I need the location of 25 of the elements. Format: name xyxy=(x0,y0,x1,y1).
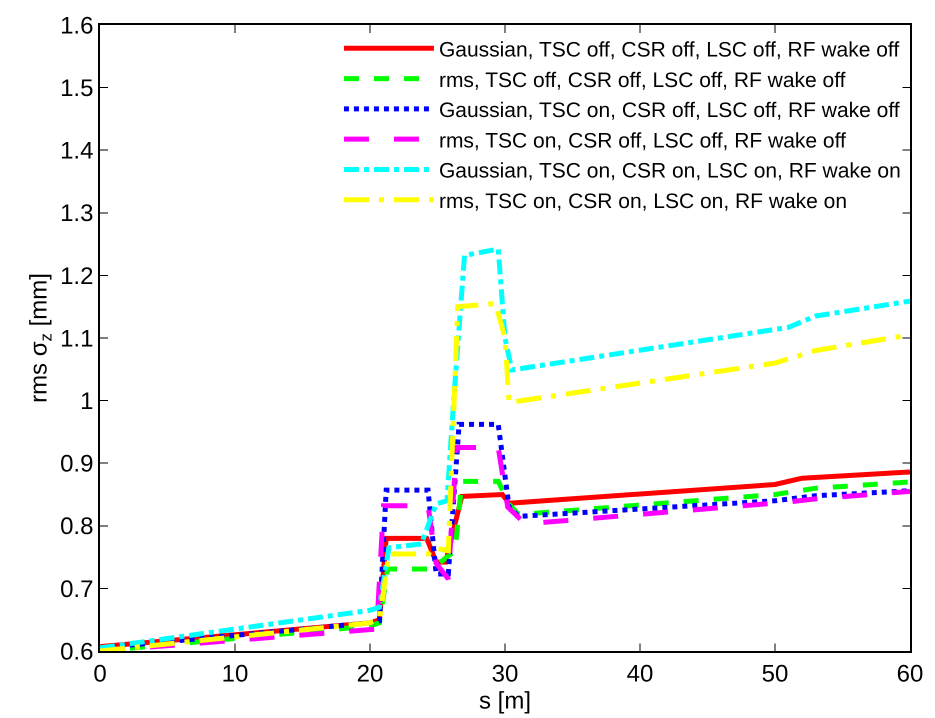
y-tick-label: 1.1 xyxy=(60,325,94,352)
legend-label: Gaussian, TSC on, CSR on, LSC on, RF wake on xyxy=(438,160,901,183)
y-tick-label: 0.7 xyxy=(60,576,94,603)
y-tick-label: 1.6 xyxy=(60,12,94,40)
x-tick-label: 10 xyxy=(222,660,248,688)
x-tick-label: 40 xyxy=(626,660,654,688)
y-tick-label: 0.9 xyxy=(60,450,94,478)
legend-label: rms, TSC off, CSR off, LSC off, RF wake off xyxy=(438,68,846,92)
legend-label: Gaussian, TSC on, CSR off, LSC off, RF wake off xyxy=(438,99,900,122)
y-tick-label: 1.2 xyxy=(60,262,94,290)
x-tick-label: 50 xyxy=(762,660,788,688)
x-tick-label: 0 xyxy=(93,660,107,688)
legend-label: Gaussian, TSC off, CSR off, LSC off, RF wake off xyxy=(438,38,900,62)
x-tick-label: 30 xyxy=(492,660,518,688)
legend-label: rms, TSC on, CSR on, LSC on, RF wake on xyxy=(438,190,848,213)
y-tick-label: 1.4 xyxy=(60,138,94,165)
y-tick-label: 1.5 xyxy=(60,75,94,102)
x-tick-label: 60 xyxy=(896,660,924,688)
x-axis-title: s [m] xyxy=(479,688,531,715)
y-tick-label: 0.8 xyxy=(60,513,94,540)
y-tick-label: 1.3 xyxy=(60,200,94,228)
legend-label: rms, TSC on, CSR off, LSC off, RF wake off xyxy=(438,129,846,152)
y-tick-label: 1 xyxy=(80,388,94,415)
x-tick-label: 20 xyxy=(356,660,384,688)
y-tick-label: 0.6 xyxy=(60,638,94,666)
